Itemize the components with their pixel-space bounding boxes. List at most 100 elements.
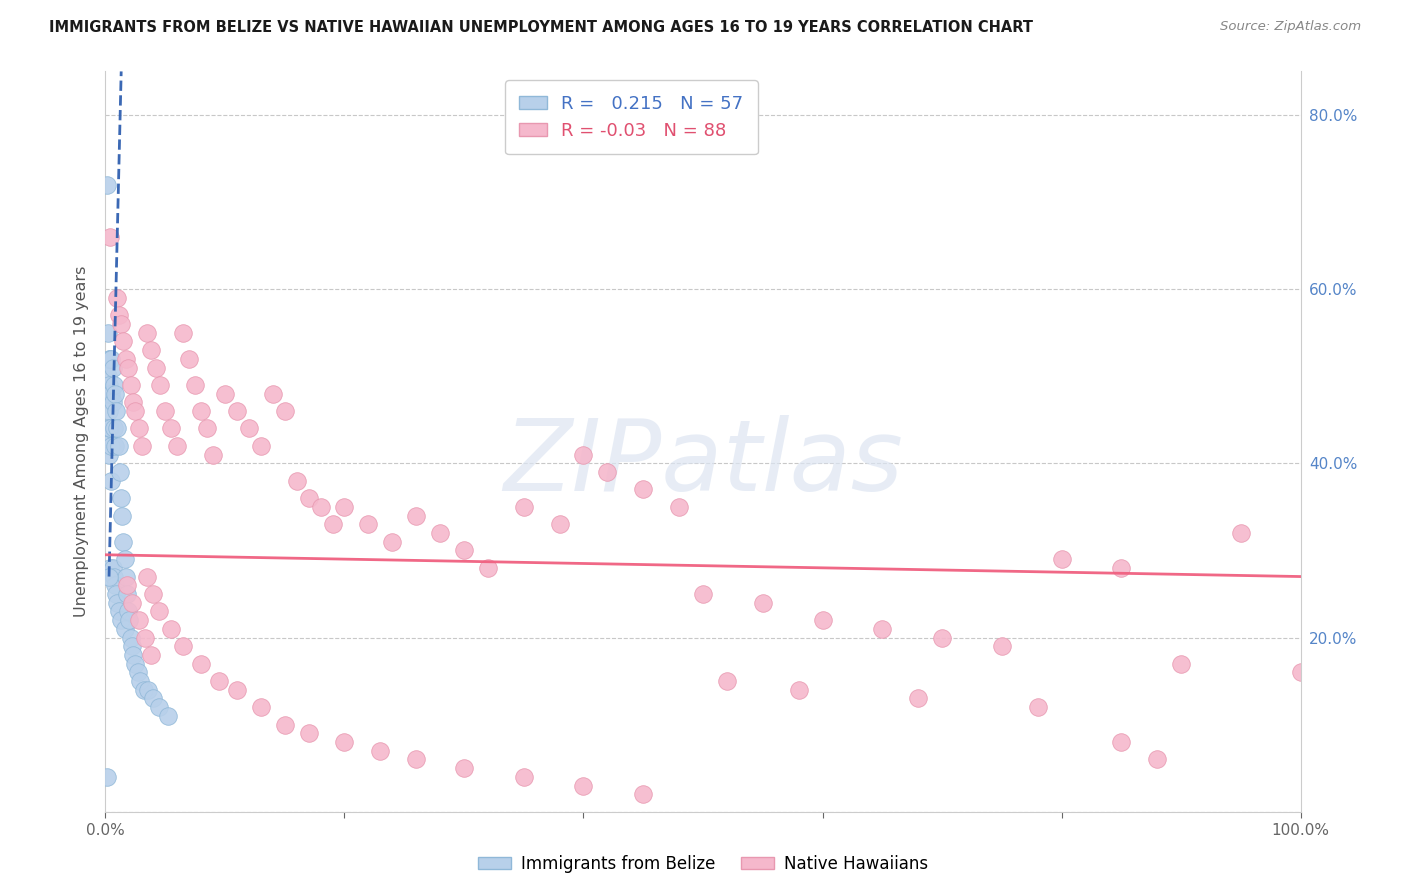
- Point: [100, 351, 122, 366]
- Point: [668, 500, 690, 514]
- Point: [381, 534, 404, 549]
- Point: [139, 343, 162, 357]
- Point: [513, 770, 536, 784]
- Point: [333, 735, 356, 749]
- Point: [122, 395, 145, 409]
- Point: [117, 604, 139, 618]
- Point: [148, 604, 170, 618]
- Point: [107, 421, 129, 435]
- Point: [103, 421, 125, 435]
- Point: [285, 474, 308, 488]
- Point: [115, 578, 138, 592]
- Point: [124, 657, 146, 671]
- Point: [100, 439, 122, 453]
- Point: [872, 622, 894, 636]
- Point: [572, 779, 595, 793]
- Point: [453, 761, 475, 775]
- Point: [1026, 700, 1049, 714]
- Point: [250, 700, 273, 714]
- Point: [405, 752, 427, 766]
- Point: [184, 378, 207, 392]
- Point: [153, 404, 177, 418]
- Point: [96, 770, 118, 784]
- Point: [98, 561, 121, 575]
- Point: [309, 500, 332, 514]
- Point: [98, 448, 121, 462]
- Text: ZIPatlas: ZIPatlas: [503, 416, 903, 512]
- Point: [98, 351, 121, 366]
- Point: [572, 448, 595, 462]
- Point: [117, 360, 139, 375]
- Point: [160, 421, 183, 435]
- Point: [111, 508, 134, 523]
- Point: [139, 648, 162, 662]
- Point: [177, 351, 201, 366]
- Point: [190, 404, 212, 418]
- Point: [110, 613, 132, 627]
- Point: [97, 326, 120, 340]
- Point: [98, 569, 121, 583]
- Point: [148, 700, 170, 714]
- Point: [250, 439, 273, 453]
- Point: [166, 439, 188, 453]
- Point: [298, 491, 321, 505]
- Point: [1146, 752, 1168, 766]
- Point: [131, 439, 153, 453]
- Point: [98, 386, 121, 401]
- Point: [104, 578, 127, 592]
- Point: [208, 674, 231, 689]
- Y-axis label: Unemployment Among Ages 16 to 19 years: Unemployment Among Ages 16 to 19 years: [75, 266, 90, 617]
- Point: [1289, 665, 1312, 680]
- Point: [112, 334, 135, 349]
- Point: [333, 500, 356, 514]
- Point: [273, 404, 295, 418]
- Point: [692, 587, 714, 601]
- Legend: R =   0.215   N = 57, R = -0.03   N = 88: R = 0.215 N = 57, R = -0.03 N = 88: [505, 80, 758, 154]
- Point: [134, 631, 156, 645]
- Point: [98, 404, 121, 418]
- Point: [101, 561, 124, 575]
- Point: [110, 491, 132, 505]
- Point: [122, 648, 145, 662]
- Point: [132, 682, 155, 697]
- Point: [101, 360, 124, 375]
- Point: [100, 474, 122, 488]
- Point: [357, 517, 380, 532]
- Point: [104, 386, 127, 401]
- Legend: Immigrants from Belize, Native Hawaiians: Immigrants from Belize, Native Hawaiians: [471, 848, 935, 880]
- Point: [1111, 735, 1133, 749]
- Point: [136, 326, 159, 340]
- Point: [112, 534, 135, 549]
- Point: [172, 639, 194, 653]
- Point: [127, 665, 149, 680]
- Point: [477, 561, 499, 575]
- Point: [101, 395, 124, 409]
- Point: [273, 717, 295, 731]
- Point: [107, 291, 129, 305]
- Point: [716, 674, 738, 689]
- Point: [1050, 552, 1073, 566]
- Point: [97, 369, 120, 384]
- Point: [107, 604, 129, 618]
- Point: [136, 569, 159, 583]
- Point: [114, 552, 136, 566]
- Point: [138, 682, 160, 697]
- Point: [115, 587, 138, 601]
- Point: [1170, 657, 1192, 671]
- Point: [114, 569, 136, 583]
- Point: [321, 517, 344, 532]
- Point: [103, 569, 125, 583]
- Point: [787, 682, 810, 697]
- Point: [107, 439, 129, 453]
- Point: [298, 726, 321, 740]
- Point: [100, 386, 122, 401]
- Point: [172, 326, 194, 340]
- Point: [105, 587, 128, 601]
- Point: [160, 622, 183, 636]
- Point: [633, 787, 655, 801]
- Point: [114, 622, 136, 636]
- Point: [105, 404, 128, 418]
- Point: [120, 378, 142, 392]
- Point: [121, 639, 143, 653]
- Point: [931, 631, 953, 645]
